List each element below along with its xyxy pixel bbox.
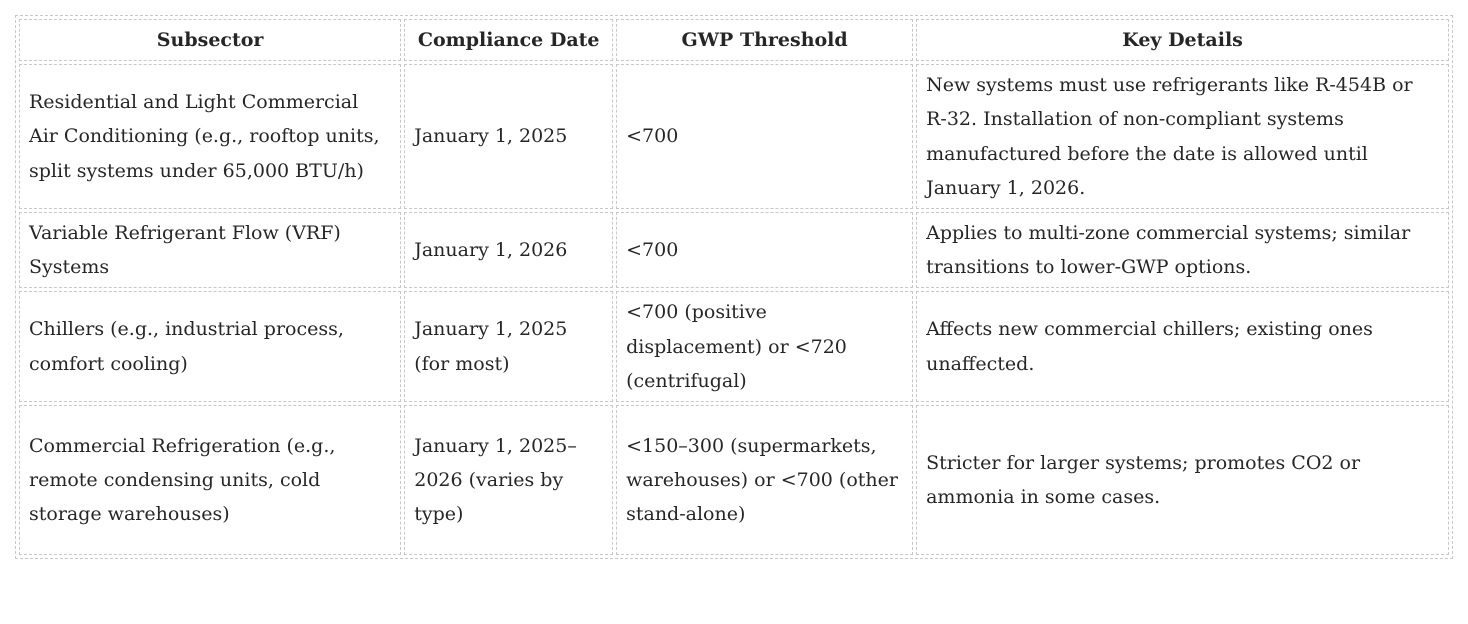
gwp-regulation-table: Subsector Compliance Date GWP Threshold … <box>15 15 1453 559</box>
column-header-compliance-date: Compliance Date <box>404 19 614 62</box>
cell-gwp-threshold: <150–300 (supermarkets, warehouses) or <… <box>616 404 914 555</box>
cell-gwp-threshold: <700 <box>616 64 914 209</box>
cell-key-details: New systems must use refrigerants like R… <box>916 64 1449 209</box>
cell-subsector: Residential and Light Commercial Air Con… <box>19 64 402 209</box>
cell-compliance-date: January 1, 2025 (for most) <box>404 291 614 402</box>
cell-key-details: Affects new commercial chillers; existin… <box>916 291 1449 402</box>
cell-compliance-date: January 1, 2026 <box>404 211 614 289</box>
table-row: Chillers (e.g., industrial process, comf… <box>19 291 1449 402</box>
table-header: Subsector Compliance Date GWP Threshold … <box>19 19 1449 62</box>
table-body: Residential and Light Commercial Air Con… <box>19 64 1449 555</box>
cell-subsector: Variable Refrigerant Flow (VRF) Systems <box>19 211 402 289</box>
cell-key-details: Stricter for larger systems; promotes CO… <box>916 404 1449 555</box>
cell-subsector: Chillers (e.g., industrial process, comf… <box>19 291 402 402</box>
table-row: Residential and Light Commercial Air Con… <box>19 64 1449 209</box>
column-header-subsector: Subsector <box>19 19 402 62</box>
table-row: Variable Refrigerant Flow (VRF) Systems … <box>19 211 1449 289</box>
cell-subsector: Commercial Refrigeration (e.g., remote c… <box>19 404 402 555</box>
header-row: Subsector Compliance Date GWP Threshold … <box>19 19 1449 62</box>
cell-gwp-threshold: <700 (positive displacement) or <720 (ce… <box>616 291 914 402</box>
cell-compliance-date: January 1, 2025–2026 (varies by type) <box>404 404 614 555</box>
column-header-gwp-threshold: GWP Threshold <box>616 19 914 62</box>
column-header-key-details: Key Details <box>916 19 1449 62</box>
table-row: Commercial Refrigeration (e.g., remote c… <box>19 404 1449 555</box>
cell-gwp-threshold: <700 <box>616 211 914 289</box>
cell-key-details: Applies to multi-zone commercial systems… <box>916 211 1449 289</box>
cell-compliance-date: January 1, 2025 <box>404 64 614 209</box>
